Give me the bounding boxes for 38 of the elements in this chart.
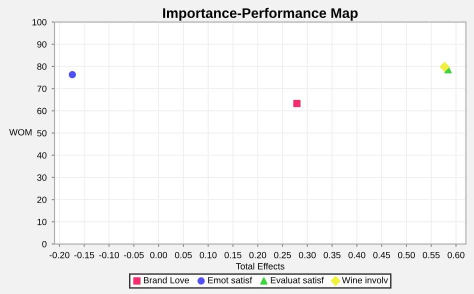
y-tick-label: 40 (37, 152, 47, 159)
legend-label: Evaluat satisf (270, 276, 324, 284)
x-tick-label: -0.15 (74, 252, 94, 258)
x-tick-label: 0.35 (324, 252, 341, 258)
y-axis-title: WOM (9, 129, 32, 136)
x-tick-label: 0.45 (373, 252, 390, 258)
x-tick-label: 0.00 (150, 252, 168, 258)
y-tick-label: 10 (38, 218, 47, 226)
point (293, 100, 301, 108)
point (440, 62, 450, 72)
y-tick-label: 50 (37, 130, 47, 136)
y-tick-label: 30 (37, 174, 47, 181)
point (68, 71, 76, 78)
x-tick-label: 0.40 (348, 252, 366, 258)
x-tick-label: 0.30 (298, 252, 316, 258)
x-tick-label: 0.05 (174, 252, 192, 258)
x-tick-label: 0.20 (249, 252, 266, 258)
x-tick-label: 0.55 (422, 252, 440, 258)
x-tick-label: -0.20 (50, 252, 70, 258)
x-tick-label: 0.50 (398, 252, 415, 258)
chart-title: Importance-Performance Map (163, 8, 358, 21)
y-tick-label: 0 (42, 240, 47, 248)
x-tick-label: -0.05 (124, 252, 144, 258)
legend-label: Emot satisf (208, 276, 252, 284)
x-tick-label: -0.10 (99, 252, 119, 258)
x-tick-label: 0.10 (200, 252, 217, 258)
y-tick-label: 60 (37, 108, 47, 114)
x-tick-label: 0.15 (224, 252, 242, 258)
y-tick-label: 20 (37, 196, 47, 203)
y-tick-label: 70 (37, 86, 47, 92)
legend-label: Wine involv (342, 276, 388, 284)
y-tick-label: 100 (32, 19, 47, 26)
x-tick-label: 0.25 (274, 252, 291, 258)
legend-label: Brand Love (144, 276, 189, 284)
x-axis-title: Total Effects (236, 262, 284, 270)
x-tick-label: 0.60 (448, 252, 464, 258)
y-tick-label: 80 (37, 63, 47, 70)
y-tick-label: 90 (37, 41, 47, 48)
